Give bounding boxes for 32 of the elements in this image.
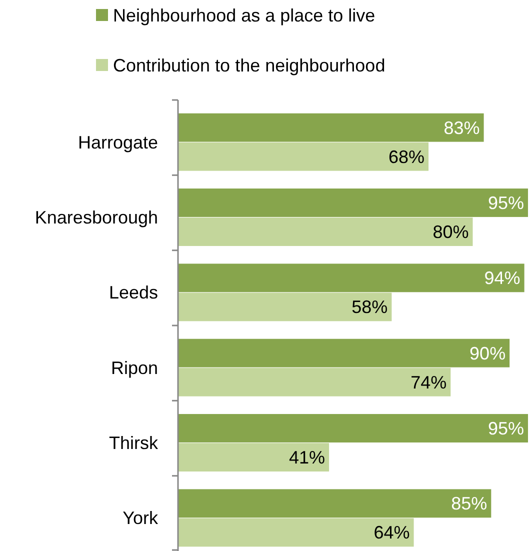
data-label: 83% <box>444 118 480 138</box>
data-label: 94% <box>484 268 520 288</box>
data-label: 95% <box>488 418 524 439</box>
data-label: 41% <box>289 448 326 468</box>
y-tick-label: Harrogate <box>78 132 158 152</box>
data-label: 68% <box>388 146 425 167</box>
y-tick-label: Leeds <box>108 282 158 303</box>
y-tick-label: Ripon <box>110 358 158 378</box>
bar <box>178 489 492 518</box>
bar <box>178 264 524 292</box>
y-tick-label: Thirsk <box>109 433 159 454</box>
data-label: 74% <box>410 372 447 392</box>
bar <box>178 292 392 322</box>
data-label: 64% <box>374 522 410 543</box>
y-tick-label: York <box>122 508 159 528</box>
bar <box>178 142 429 171</box>
legend-label: Contribution to the neighbourhood <box>113 55 386 76</box>
legend-label: Neighbourhood as a place to live <box>113 5 376 26</box>
bar <box>178 414 528 442</box>
bar <box>178 113 484 142</box>
data-label: 95% <box>488 193 524 214</box>
data-label: 80% <box>432 222 469 242</box>
data-label: 85% <box>451 494 488 514</box>
bar <box>178 368 451 396</box>
bar <box>178 443 330 472</box>
bar <box>178 218 473 246</box>
data-label: 58% <box>352 297 388 318</box>
data-label: 90% <box>470 343 506 364</box>
y-tick-label: Knaresborough <box>34 208 158 228</box>
bar <box>178 338 510 368</box>
bar <box>178 518 414 547</box>
bar <box>178 188 528 217</box>
